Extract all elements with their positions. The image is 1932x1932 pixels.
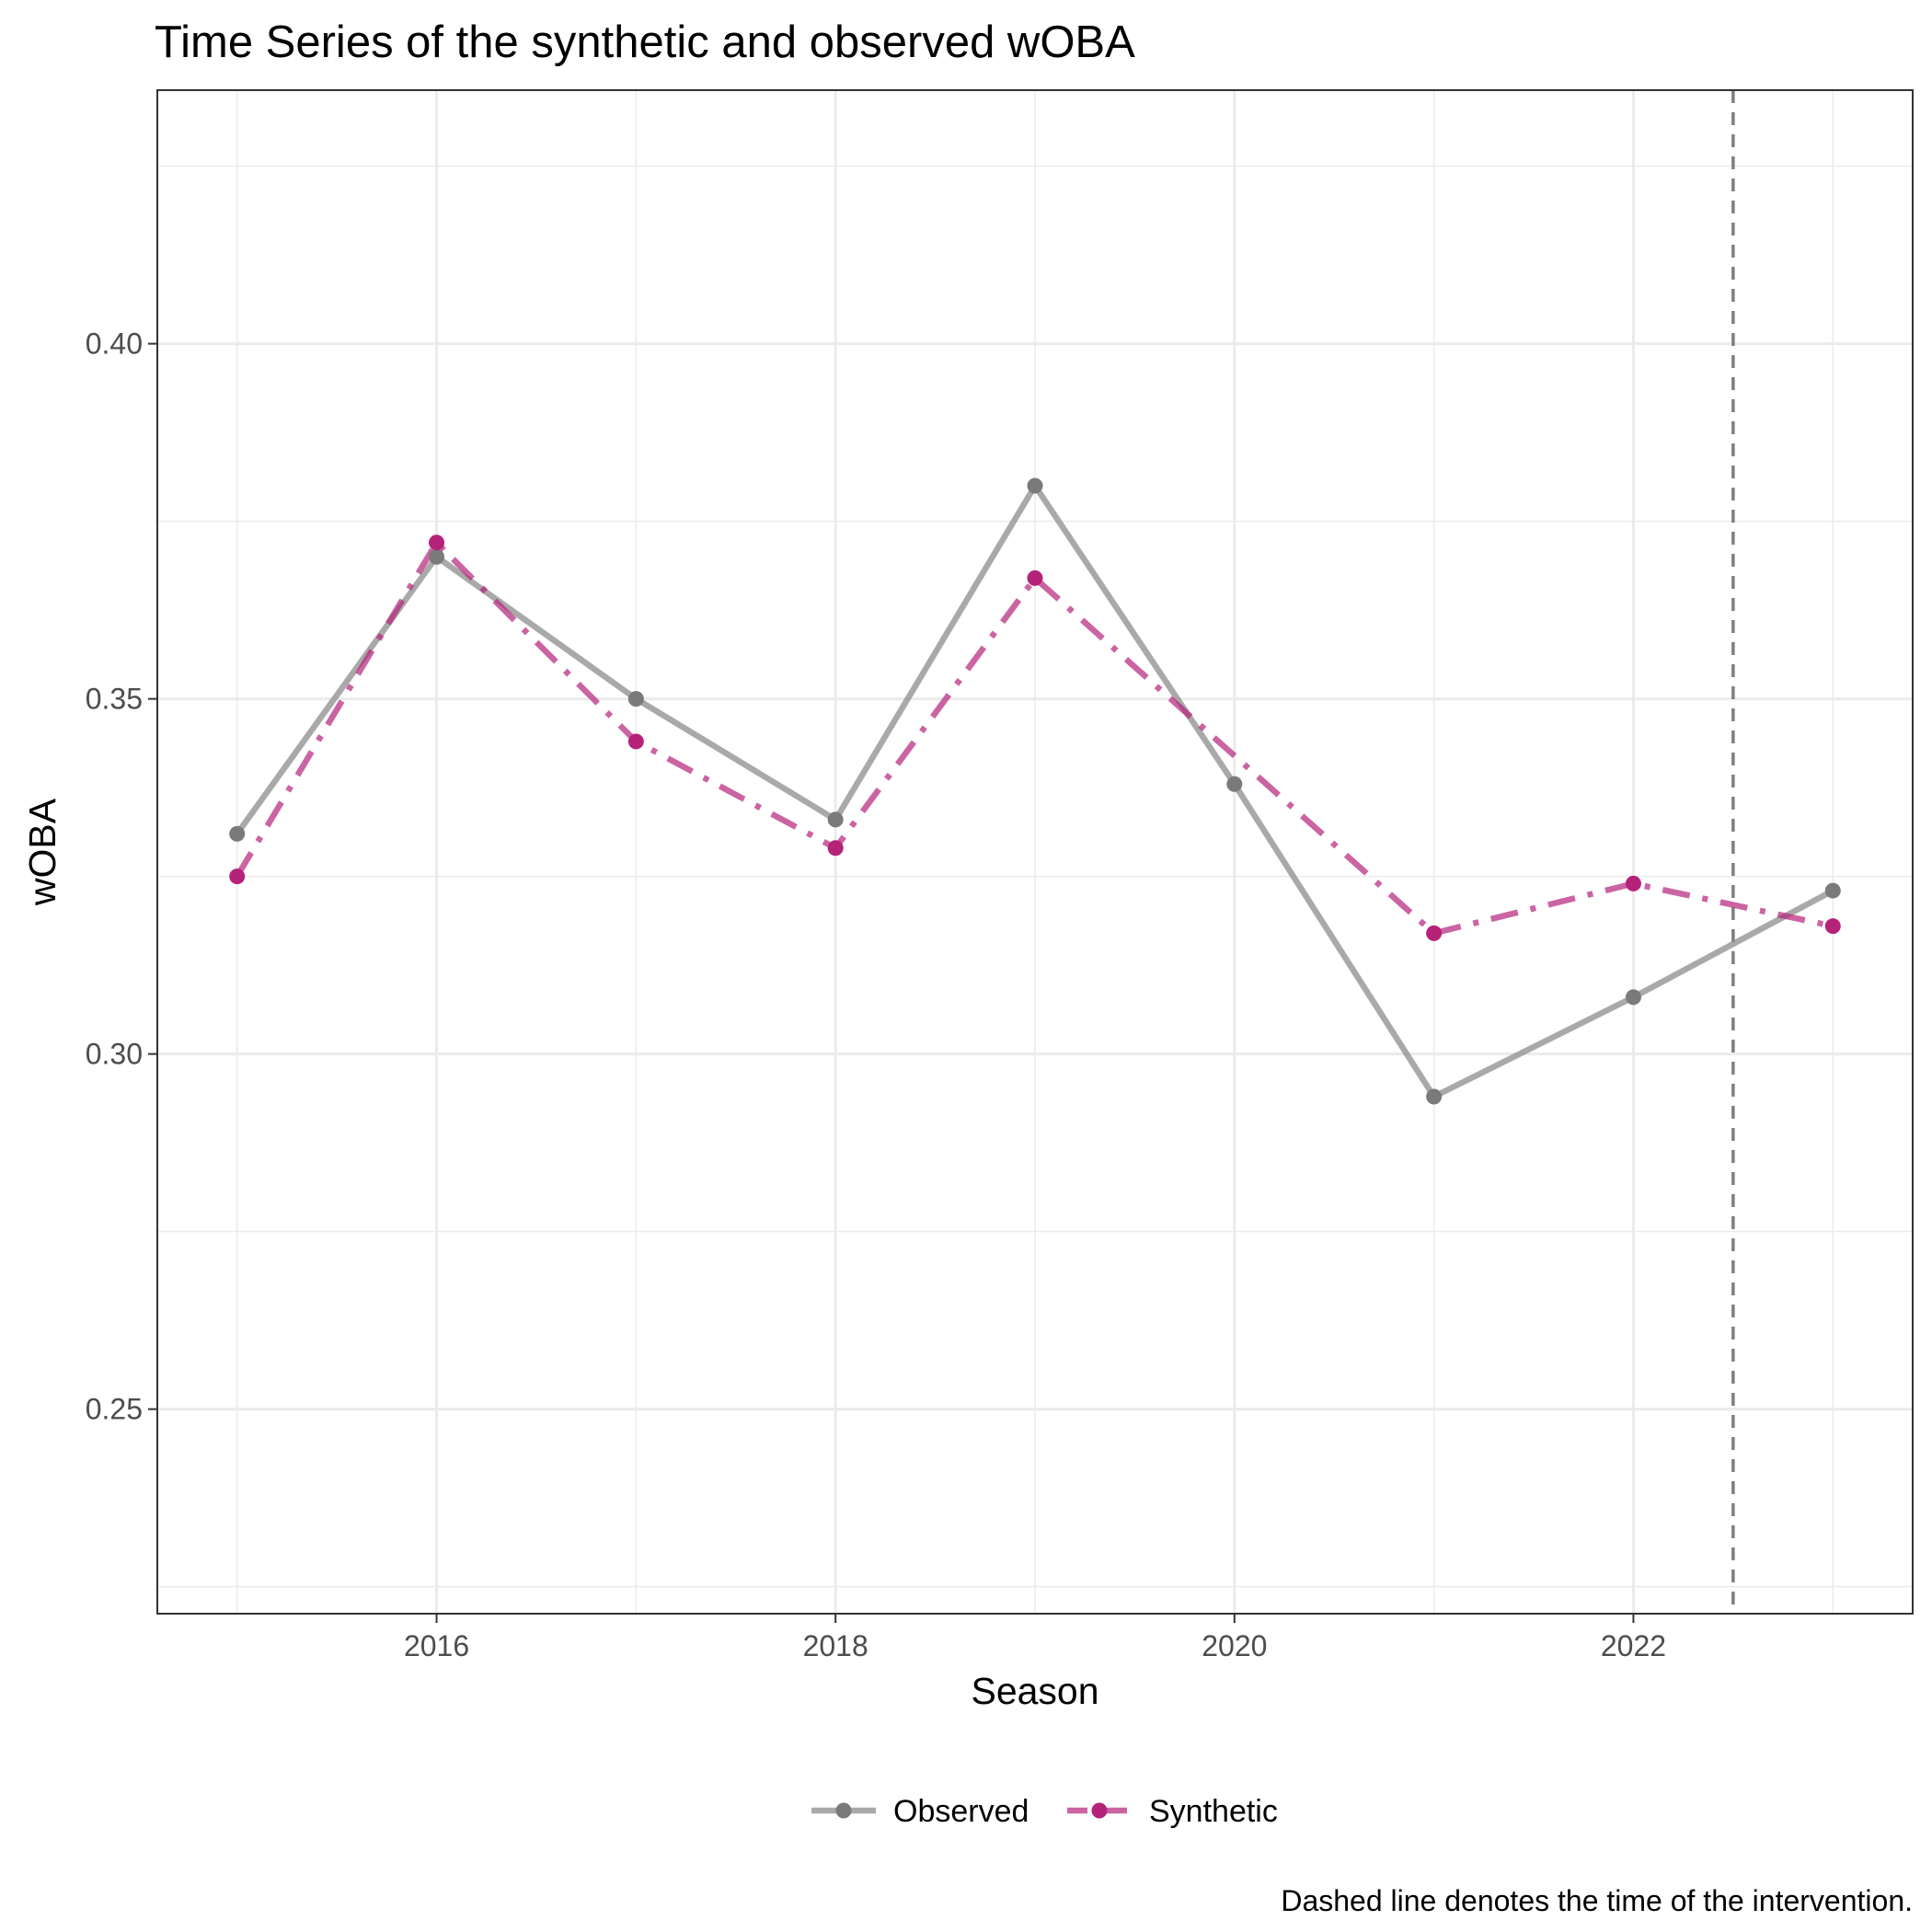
y-axis-title: wOBA: [21, 798, 63, 906]
series-line-synthetic: [234, 539, 1834, 937]
x-tick-label: 2018: [803, 1629, 868, 1662]
series-layer: [229, 477, 1841, 1105]
data-point-observed: [1625, 989, 1641, 1006]
legend-key-point-observed: [835, 1802, 852, 1819]
data-point-observed: [1426, 1088, 1443, 1105]
chart-title: Time Series of the synthetic and observe…: [155, 17, 1135, 67]
data-point-synthetic: [1027, 569, 1043, 586]
data-point-synthetic: [1426, 925, 1443, 941]
legend-key-point-synthetic: [1091, 1802, 1108, 1819]
x-tick-label: 2022: [1601, 1629, 1666, 1662]
legend-label-synthetic: Synthetic: [1149, 1794, 1278, 1829]
data-point-synthetic: [627, 733, 644, 750]
data-point-synthetic: [229, 868, 246, 885]
data-point-observed: [229, 825, 246, 842]
legend: Observed Synthetic: [811, 1794, 1278, 1829]
ticks-layer: 2016 2018 2020 2022 0.25 0.30 0.35 0.40: [86, 328, 1666, 1662]
x-tick-label: 2020: [1202, 1629, 1267, 1662]
plot-panel-border: [156, 89, 1914, 1615]
data-point-observed: [429, 548, 445, 565]
y-tick-label: 0.40: [86, 328, 143, 361]
caption: Dashed line denotes the time of the inte…: [1281, 1884, 1913, 1917]
x-tick-label: 2016: [404, 1629, 469, 1662]
data-point-synthetic: [1824, 918, 1841, 935]
data-point-observed: [1027, 477, 1043, 494]
y-tick-label: 0.30: [86, 1038, 143, 1071]
data-point-synthetic: [827, 840, 844, 857]
x-axis-title: Season: [971, 1670, 1098, 1712]
data-point-observed: [1824, 882, 1841, 899]
data-point-observed: [827, 811, 844, 828]
grid-layer: [157, 90, 1913, 1614]
data-point-observed: [1226, 776, 1243, 792]
data-point-synthetic: [1625, 875, 1641, 891]
data-point-synthetic: [429, 535, 445, 551]
y-tick-label: 0.35: [86, 683, 143, 716]
legend-label-observed: Observed: [893, 1794, 1029, 1829]
y-tick-label: 0.25: [86, 1393, 143, 1426]
data-point-observed: [627, 691, 644, 707]
